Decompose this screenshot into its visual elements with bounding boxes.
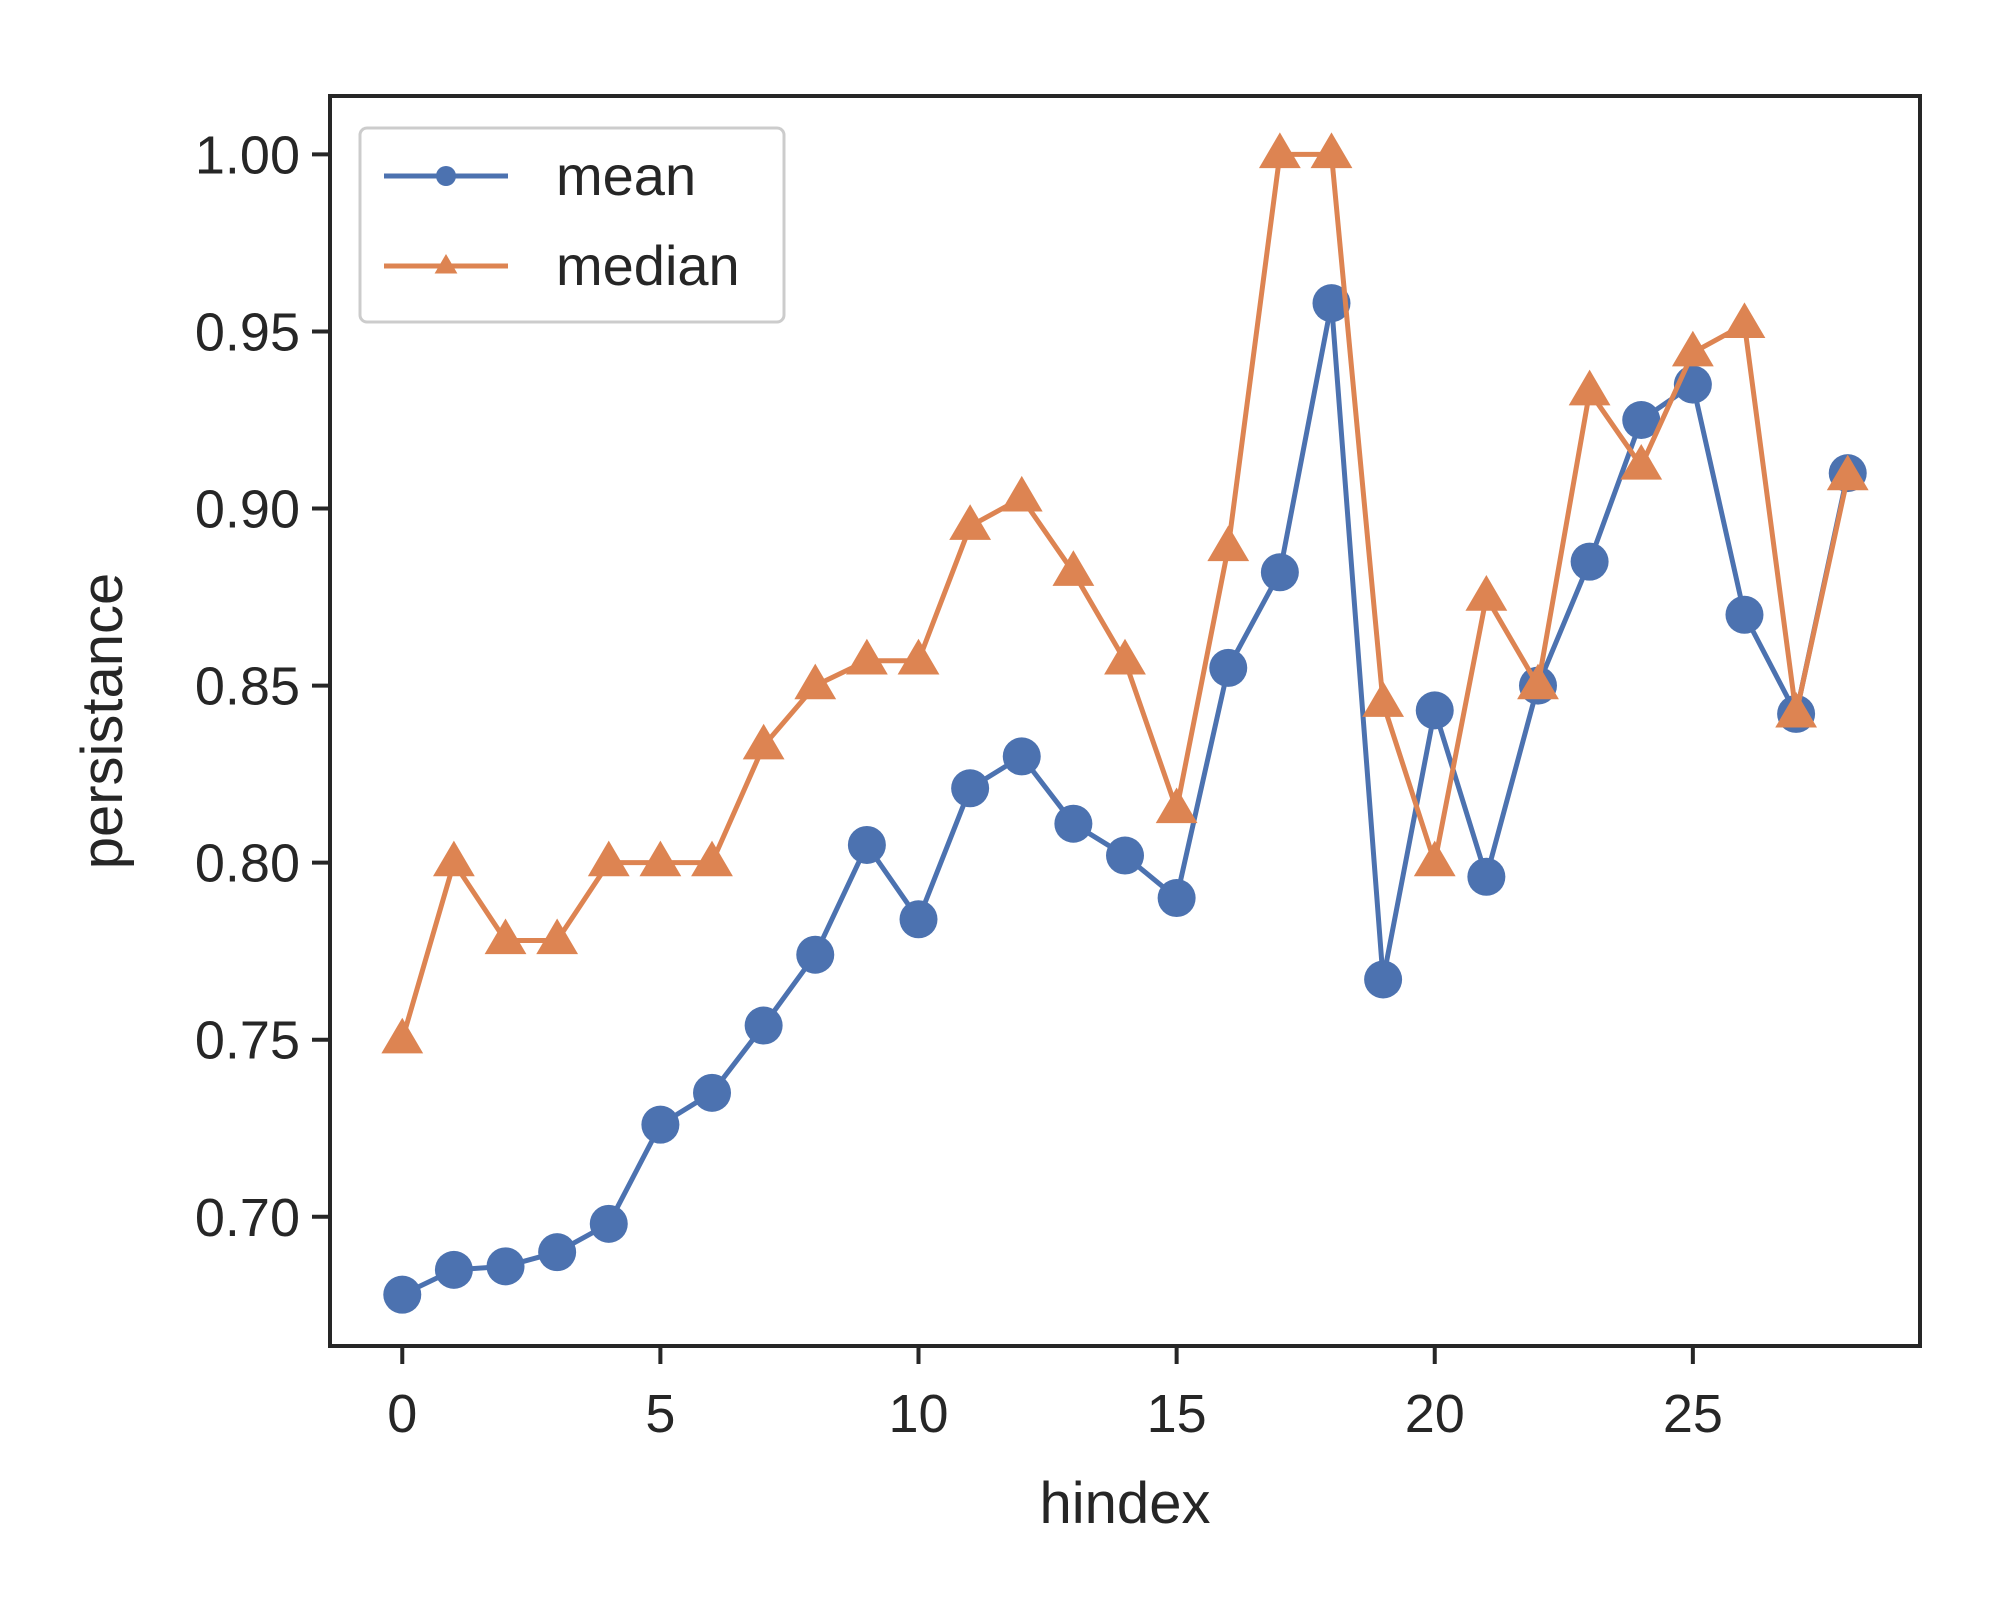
data-point-mean: [486, 1247, 525, 1286]
data-point-median: [1568, 369, 1611, 406]
y-tick-label: 0.75: [195, 1011, 300, 1071]
data-point-median: [897, 638, 940, 675]
x-tick-label: 20: [1405, 1384, 1465, 1444]
data-point-median: [1517, 663, 1559, 700]
data-point-mean: [744, 1006, 783, 1045]
x-tick-label: 10: [888, 1384, 948, 1444]
data-point-median: [587, 840, 630, 877]
data-point-median: [1620, 444, 1663, 480]
data-point-mean: [1106, 836, 1144, 875]
data-point-median: [691, 840, 733, 877]
legend-entries: mean median: [384, 144, 740, 297]
data-point-median: [794, 663, 837, 700]
y-tick-label: 0.85: [195, 657, 300, 717]
x-tick-label: 5: [645, 1384, 675, 1444]
data-point-mean: [1209, 648, 1248, 687]
data-point-median: [381, 1017, 424, 1054]
data-point-median: [1207, 525, 1250, 562]
data-point-median: [1723, 302, 1766, 339]
data-point-median: [1104, 638, 1146, 675]
data-point-median: [639, 840, 682, 877]
data-point-mean: [1157, 879, 1196, 918]
data-point-median: [1671, 330, 1714, 367]
y-tick-label: 0.70: [195, 1188, 300, 1248]
data-point-median: [1465, 575, 1508, 611]
y-axis-label: persistance: [70, 573, 135, 870]
x-tick-label: 0: [387, 1384, 417, 1444]
legend-marker-median: [434, 254, 458, 274]
data-point-mean: [1364, 960, 1403, 999]
data-point-median: [1258, 132, 1301, 169]
data-point-median: [484, 918, 527, 955]
data-point-median: [742, 723, 785, 760]
data-point-mean: [1415, 691, 1454, 730]
data-point-median: [949, 504, 992, 540]
data-point-mean: [1312, 284, 1351, 323]
data-point-median: [432, 840, 475, 877]
series-layer: [381, 132, 1869, 1314]
legend: mean median: [358, 126, 786, 324]
data-point-mean: [1725, 595, 1764, 634]
x-axis-ticks: 0 5 10 15 20 25: [387, 1346, 1723, 1444]
y-tick-label: 0.90: [195, 480, 300, 540]
data-point-median: [1775, 691, 1818, 728]
y-axis-ticks: 0.70 0.75 0.80 0.85 0.90 0.95 1.00: [195, 125, 330, 1248]
data-point-mean: [1570, 542, 1609, 581]
data-point-mean: [589, 1204, 628, 1243]
data-point-median: [1310, 132, 1353, 169]
data-point-median: [1362, 681, 1405, 717]
x-tick-label: 25: [1663, 1384, 1723, 1444]
data-point-mean: [1054, 804, 1093, 843]
data-point-median: [1826, 454, 1869, 491]
data-point-mean: [796, 935, 835, 974]
legend-label-median: median: [556, 234, 740, 297]
data-point-mean: [1260, 553, 1299, 592]
data-point-median: [1052, 550, 1095, 586]
x-axis-label: hindex: [1040, 1471, 1211, 1536]
data-point-mean: [1622, 401, 1661, 440]
y-tick-label: 0.95: [195, 302, 300, 362]
legend-label-mean: mean: [556, 144, 696, 207]
data-point-mean: [693, 1073, 732, 1112]
data-point-mean: [383, 1275, 422, 1314]
plot-area-frame: [328, 94, 1922, 1348]
data-point-mean: [847, 825, 886, 864]
series-median: [381, 132, 1869, 1054]
data-point-mean: [434, 1250, 473, 1289]
data-point-mean: [538, 1233, 577, 1272]
data-point-mean: [641, 1105, 680, 1144]
data-point-mean: [951, 769, 990, 808]
data-point-median: [1155, 787, 1198, 824]
y-tick-label: 1.00: [195, 125, 300, 185]
data-point-median: [1000, 475, 1043, 512]
data-point-mean: [1467, 857, 1506, 896]
x-tick-label: 15: [1147, 1384, 1207, 1444]
data-point-median: [1413, 840, 1456, 877]
data-point-median: [845, 638, 888, 675]
legend-marker-mean: [436, 166, 456, 186]
data-point-mean: [899, 900, 938, 939]
data-point-mean: [1002, 737, 1041, 776]
data-point-median: [536, 918, 579, 955]
y-tick-label: 0.80: [195, 834, 300, 894]
